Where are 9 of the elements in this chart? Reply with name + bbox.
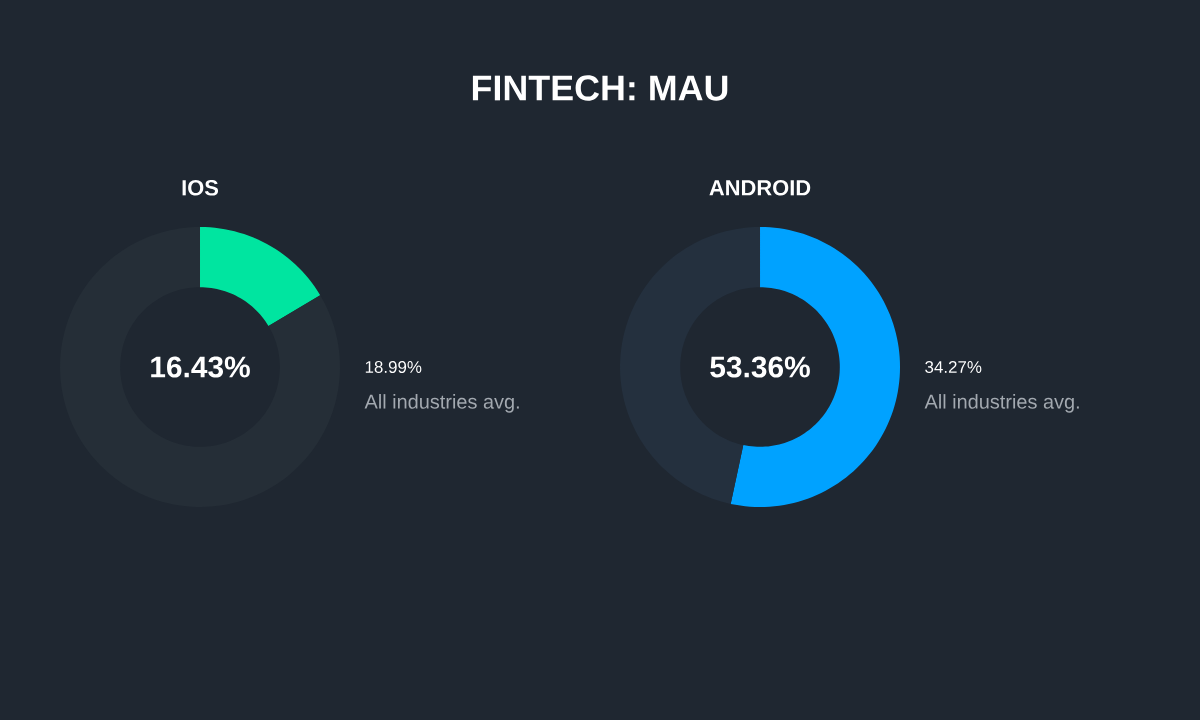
chart-title: IOS [182,180,219,196]
text: 34.27% [925,361,982,373]
text: FINTECH: MAU [472,75,728,101]
text: 16.43% [151,356,250,378]
text: All industries avg. [364,394,519,413]
text: 53.36% [710,356,810,378]
text: All industries avg. [924,394,1079,413]
text: 18.99% [365,361,422,373]
chart-title: ANDROID [709,180,811,196]
